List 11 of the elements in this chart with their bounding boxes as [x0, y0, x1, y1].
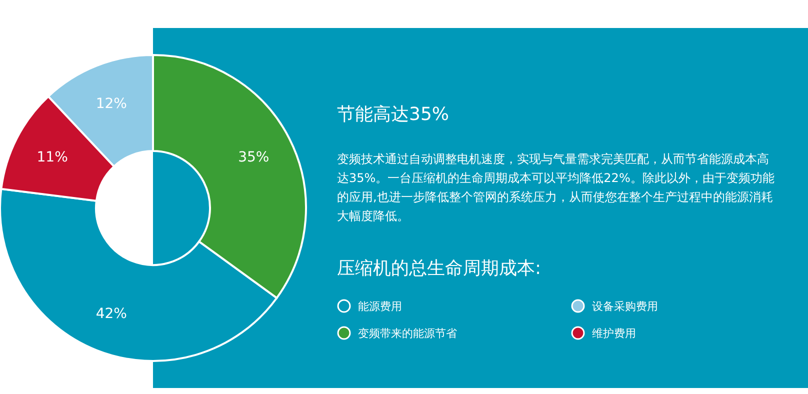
legend-label: 设备采购费用	[592, 300, 658, 313]
legend-title: 压缩机的总生命周期成本:	[337, 258, 542, 279]
text: 变频技术通过自动调整电机速度，实现与气量需求完美匹配，从而节省能源成本高达35%。一台压缩机的生命周期成本可以平均降低22%。除此以外，由于变频功能的应用,也进一步降低整个管网的系统压力，从而使您在整个生产过程中的能源消耗大幅度降低。	[337, 152, 774, 223]
legend-label: 变频带来的能源节省	[358, 326, 457, 340]
data-label: 11%	[36, 150, 68, 166]
data-label: 12%	[96, 96, 127, 112]
legend-label: 能源费用	[358, 300, 402, 313]
data-label: 42%	[96, 306, 127, 322]
data-label: 35%	[238, 150, 270, 166]
legend-label: 维护费用	[592, 326, 636, 340]
text: 节能高达35%	[337, 104, 450, 125]
